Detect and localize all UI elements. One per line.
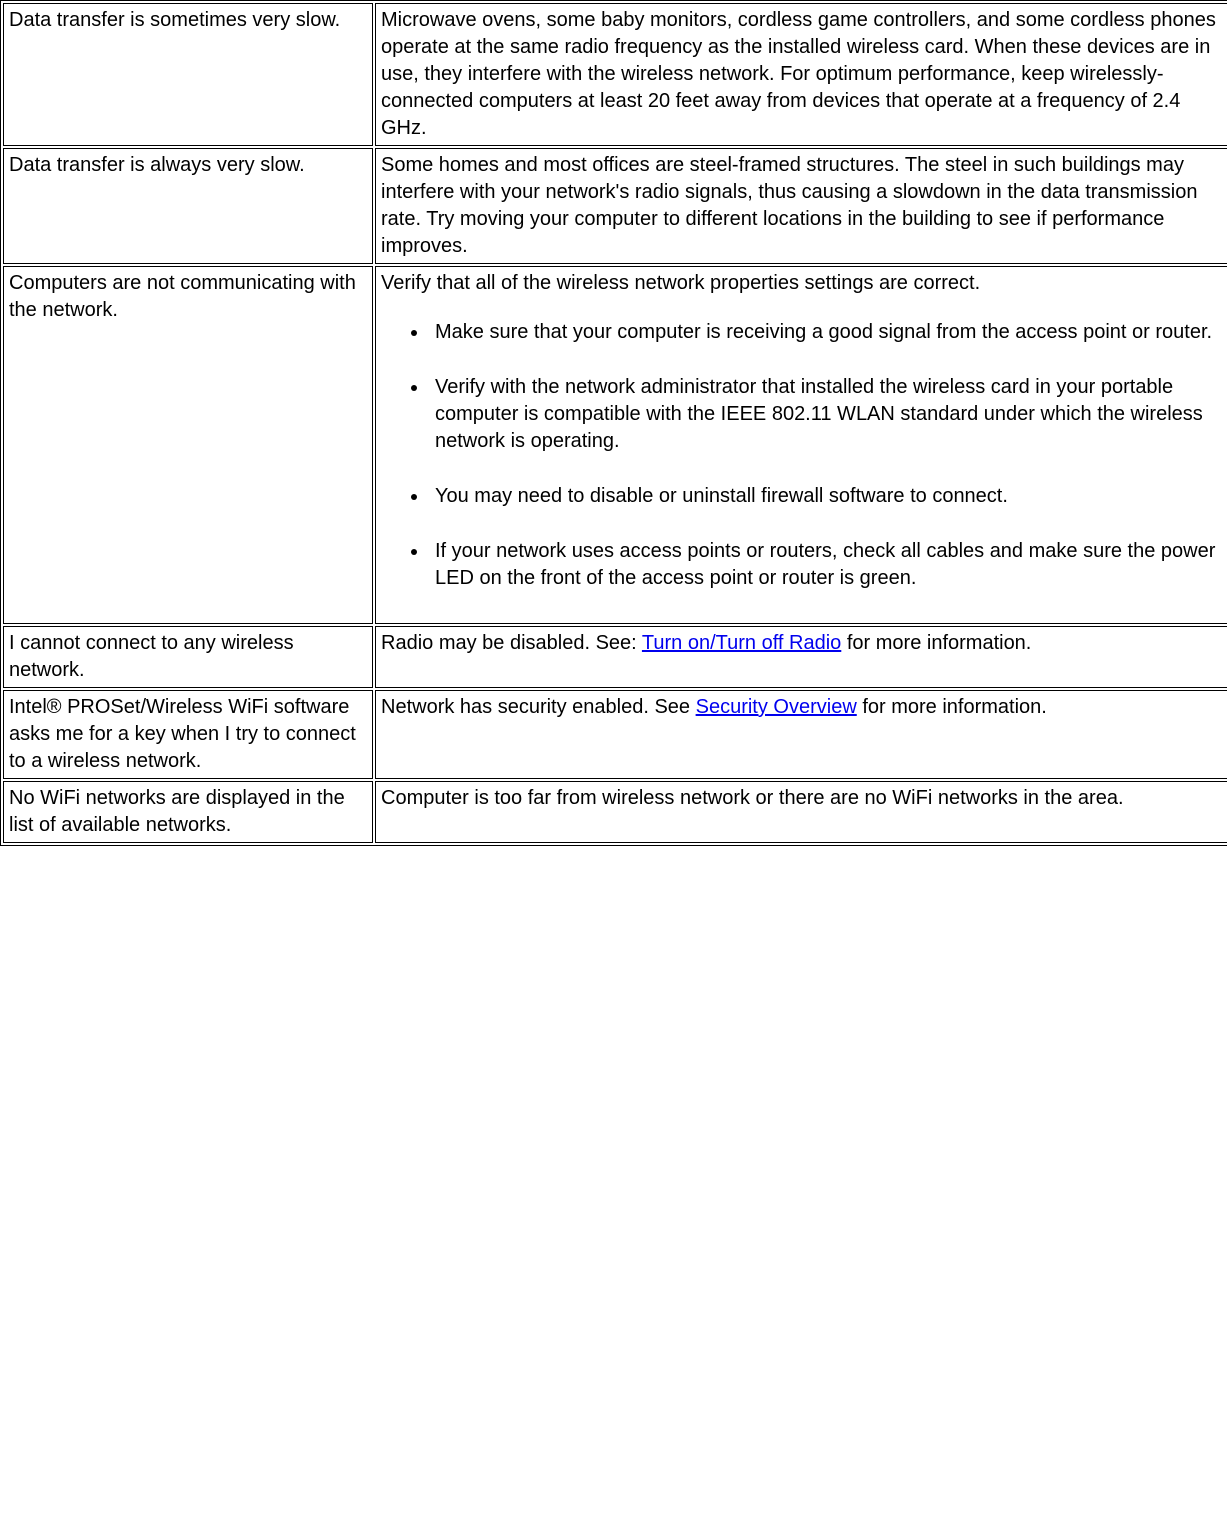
solution-text-before: Radio may be disabled. See: — [381, 632, 642, 654]
solution-intro: Verify that all of the wireless network … — [381, 272, 980, 294]
solution-text-after: for more information. — [857, 696, 1047, 718]
table-row: Data transfer is sometimes very slow. Mi… — [3, 3, 1227, 146]
solution-cell: Microwave ovens, some baby monitors, cor… — [375, 3, 1227, 146]
problem-cell: No WiFi networks are displayed in the li… — [3, 781, 373, 843]
table-row: I cannot connect to any wireless network… — [3, 626, 1227, 688]
security-overview-link[interactable]: Security Overview — [696, 696, 857, 718]
solution-bullet: You may need to disable or uninstall fir… — [429, 483, 1227, 510]
solution-cell: Network has security enabled. See Securi… — [375, 690, 1227, 779]
solution-text-before: Network has security enabled. See — [381, 696, 696, 718]
radio-toggle-link[interactable]: Turn on/Turn off Radio — [642, 632, 841, 654]
solution-cell: Some homes and most offices are steel-fr… — [375, 148, 1227, 264]
problem-cell: Data transfer is always very slow. — [3, 148, 373, 264]
problem-cell: Intel® PROSet/Wireless WiFi software ask… — [3, 690, 373, 779]
table-row: Data transfer is always very slow. Some … — [3, 148, 1227, 264]
problem-cell: Computers are not communicating with the… — [3, 266, 373, 624]
solution-bullet: Make sure that your computer is receivin… — [429, 319, 1227, 346]
solution-cell: Verify that all of the wireless network … — [375, 266, 1227, 624]
solution-bullet: Verify with the network administrator th… — [429, 374, 1227, 455]
solution-text-after: for more information. — [841, 632, 1031, 654]
problem-cell: I cannot connect to any wireless network… — [3, 626, 373, 688]
problem-cell: Data transfer is sometimes very slow. — [3, 3, 373, 146]
solution-bullet-list: Make sure that your computer is receivin… — [381, 319, 1227, 592]
table-row: Computers are not communicating with the… — [3, 266, 1227, 624]
table-row: No WiFi networks are displayed in the li… — [3, 781, 1227, 843]
solution-cell: Computer is too far from wireless networ… — [375, 781, 1227, 843]
troubleshooting-table: Data transfer is sometimes very slow. Mi… — [0, 0, 1227, 846]
solution-cell: Radio may be disabled. See: Turn on/Turn… — [375, 626, 1227, 688]
solution-bullet: If your network uses access points or ro… — [429, 538, 1227, 592]
table-row: Intel® PROSet/Wireless WiFi software ask… — [3, 690, 1227, 779]
